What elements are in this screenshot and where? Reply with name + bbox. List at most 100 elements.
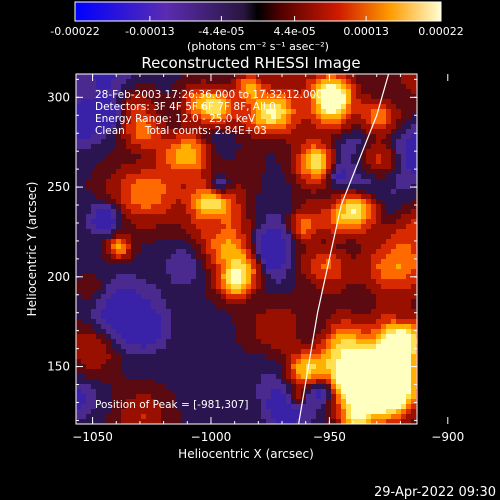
heatmap-cell: [216, 214, 221, 219]
heatmap-cell: [316, 404, 321, 409]
heatmap-cell: [251, 129, 256, 134]
heatmap-cell: [181, 264, 186, 269]
heatmap-cell: [311, 79, 316, 84]
heatmap-cell: [386, 314, 391, 319]
heatmap-cell: [366, 244, 371, 249]
heatmap-cell: [261, 379, 266, 384]
heatmap-cell: [186, 244, 191, 249]
heatmap-cell: [91, 249, 96, 254]
heatmap-cell: [156, 174, 161, 179]
heatmap-cell: [336, 189, 341, 194]
heatmap-cell: [171, 149, 176, 154]
heatmap-cell: [141, 124, 146, 129]
heatmap-cell: [211, 354, 216, 359]
heatmap-cell: [406, 239, 411, 244]
heatmap-cell: [86, 359, 91, 364]
heatmap-cell: [291, 319, 296, 324]
heatmap-cell: [301, 119, 306, 124]
heatmap-cell: [276, 164, 281, 169]
heatmap-cell: [266, 409, 271, 414]
heatmap-cell: [236, 399, 241, 404]
heatmap-cell: [306, 279, 311, 284]
heatmap-cell: [111, 404, 116, 409]
heatmap-cell: [336, 344, 341, 349]
heatmap-cell: [326, 164, 331, 169]
heatmap-cell: [141, 219, 146, 224]
heatmap-cell: [326, 419, 331, 424]
heatmap-cell: [241, 194, 246, 199]
heatmap-cell: [241, 89, 246, 94]
heatmap-cell: [251, 124, 256, 129]
heatmap-cell: [371, 409, 376, 414]
heatmap-cell: [181, 159, 186, 164]
heatmap-cell: [236, 224, 241, 229]
heatmap-cell: [261, 304, 266, 309]
heatmap-cell: [151, 389, 156, 394]
heatmap-cell: [381, 394, 386, 399]
heatmap-cell: [191, 284, 196, 289]
heatmap-cell: [136, 109, 141, 114]
heatmap-cell: [396, 174, 401, 179]
heatmap-cell: [206, 404, 211, 409]
heatmap-cell: [256, 159, 261, 164]
heatmap-cell: [331, 414, 336, 419]
heatmap-cell: [401, 384, 406, 389]
heatmap-cell: [261, 204, 266, 209]
heatmap-cell: [361, 274, 366, 279]
heatmap-cell: [241, 399, 246, 404]
heatmap-cell: [286, 239, 291, 244]
heatmap-cell: [226, 339, 231, 344]
heatmap-cell: [271, 239, 276, 244]
heatmap-cell: [356, 184, 361, 189]
heatmap-cell: [251, 309, 256, 314]
heatmap-cell: [321, 299, 326, 304]
heatmap-cell: [406, 159, 411, 164]
heatmap-cell: [151, 364, 156, 369]
heatmap-cell: [201, 364, 206, 369]
heatmap-cell: [246, 94, 251, 99]
heatmap-cell: [246, 404, 251, 409]
heatmap-cell: [366, 354, 371, 359]
heatmap-cell: [196, 329, 201, 334]
heatmap-cell: [116, 259, 121, 264]
heatmap-cell: [296, 234, 301, 239]
heatmap-cell: [331, 179, 336, 184]
heatmap-cell: [306, 374, 311, 379]
heatmap-cell: [146, 229, 151, 234]
heatmap-cell: [201, 144, 206, 149]
heatmap-cell: [296, 399, 301, 404]
heatmap-cell: [221, 329, 226, 334]
heatmap-cell: [376, 409, 381, 414]
heatmap-cell: [311, 339, 316, 344]
heatmap-cell: [106, 179, 111, 184]
heatmap-cell: [326, 219, 331, 224]
heatmap-cell: [281, 269, 286, 274]
heatmap-cell: [116, 304, 121, 309]
heatmap-cell: [331, 339, 336, 344]
heatmap-cell: [276, 249, 281, 254]
heatmap-cell: [371, 239, 376, 244]
heatmap-cell: [106, 99, 111, 104]
heatmap-cell: [311, 419, 316, 424]
heatmap-cell: [81, 259, 86, 264]
heatmap-cell: [301, 224, 306, 229]
heatmap-cell: [226, 239, 231, 244]
heatmap-cell: [186, 194, 191, 199]
heatmap-cell: [121, 294, 126, 299]
heatmap-cell: [101, 324, 106, 329]
heatmap-cell: [81, 184, 86, 189]
heatmap-cell: [91, 419, 96, 424]
heatmap-cell: [341, 339, 346, 344]
heatmap-cell: [276, 409, 281, 414]
heatmap-cell: [256, 199, 261, 204]
heatmap-cell: [336, 184, 341, 189]
heatmap-cell: [181, 299, 186, 304]
heatmap-cell: [286, 219, 291, 224]
heatmap-cell: [291, 349, 296, 354]
heatmap-cell: [176, 114, 181, 119]
heatmap-cell: [406, 194, 411, 199]
heatmap-cell: [386, 374, 391, 379]
heatmap-cell: [256, 229, 261, 234]
heatmap-cell: [276, 419, 281, 424]
heatmap-cell: [106, 184, 111, 189]
